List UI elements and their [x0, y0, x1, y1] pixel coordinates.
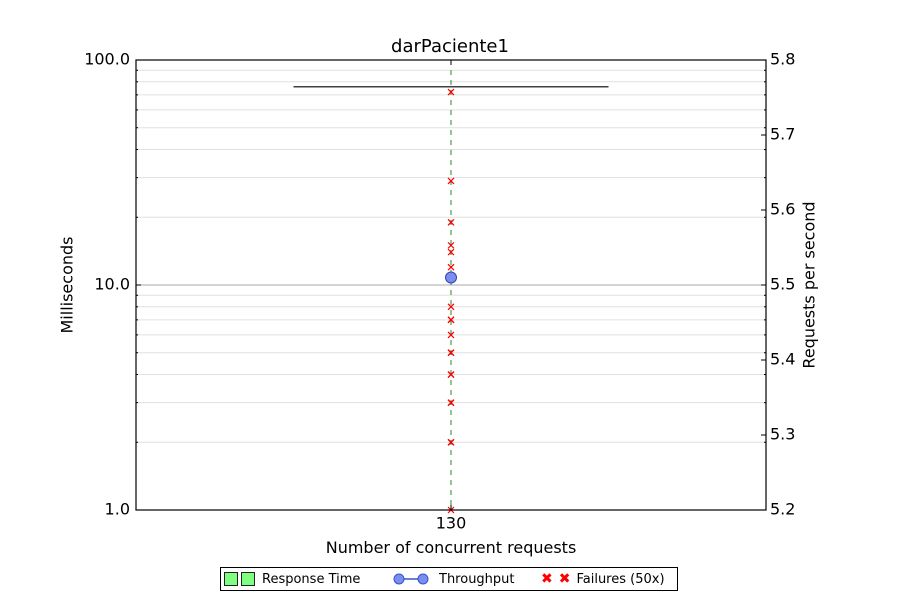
failure-point — [447, 371, 455, 378]
response-time-swatch-icon — [224, 572, 238, 586]
legend-label-failures: Failures (50x) — [576, 571, 665, 587]
y-right-tick-label: 5.8 — [770, 50, 795, 69]
failure-x-stroke — [447, 349, 455, 357]
y-axis-right-label: Requests per second — [799, 201, 819, 369]
failure-x-stroke — [447, 316, 455, 324]
failure-x-stroke — [447, 218, 455, 226]
chart-title: darPaciente1 — [391, 36, 509, 57]
failure-point — [447, 177, 455, 185]
legend: Response Time Throughput ✖ ✖ Failures (5… — [220, 567, 678, 591]
failure-point — [447, 303, 455, 311]
y-left-tick-label: 100.0 — [84, 50, 130, 69]
y-left-tick-label: 10.0 — [94, 275, 130, 294]
failure-point — [447, 263, 455, 271]
y-right-tick-label: 5.3 — [770, 425, 795, 444]
failure-x-stroke — [447, 399, 455, 407]
failure-x-stroke — [447, 241, 455, 249]
failure-x-stroke — [447, 438, 455, 446]
x-tick-label: 130 — [436, 514, 467, 533]
failure-point — [447, 88, 455, 96]
y-right-tick-label: 5.6 — [770, 200, 795, 219]
y-right-tick-label: 5.5 — [770, 275, 795, 294]
failure-point — [447, 248, 455, 256]
failure-x-stroke — [447, 88, 455, 96]
y-right-tick-label: 5.2 — [770, 500, 795, 519]
y-right-tick-label: 5.4 — [770, 350, 795, 369]
failure-x-stroke — [447, 248, 455, 256]
legend-item-throughput: Throughput — [393, 568, 515, 590]
failure-x-stroke — [447, 371, 455, 378]
data-marks — [293, 60, 609, 514]
failure-marker-icon: ✖ — [558, 571, 571, 587]
throughput-point — [445, 271, 457, 284]
failure-x-stroke — [447, 303, 455, 311]
x-axis-label: Number of concurrent requests — [325, 538, 577, 557]
legend-item-response-time: Response Time — [224, 568, 360, 590]
legend-label-throughput: Throughput — [439, 571, 515, 587]
legend-item-failures: ✖ ✖ Failures (50x) — [541, 568, 665, 590]
failure-x-stroke — [447, 177, 455, 185]
failure-marker-icon: ✖ — [541, 571, 553, 587]
y-left-tick-label: 1.0 — [105, 500, 130, 519]
response-time-swatch-icon — [241, 572, 255, 586]
failure-x-stroke — [447, 331, 455, 339]
failure-x-stroke — [447, 263, 455, 271]
failure-point — [447, 241, 455, 249]
y-right-tick-label: 5.7 — [770, 125, 795, 144]
failure-point — [447, 349, 455, 357]
axis-ticks: 1.0 10.0 100.0 5.2 5.3 5.4 5.5 5.6 5.7 5.8 130 — [84, 50, 795, 533]
throughput-marker-icon — [393, 573, 429, 585]
failure-point — [447, 331, 455, 339]
y-axis-left-label: Milliseconds — [57, 236, 77, 334]
legend-label-response-time: Response Time — [262, 571, 361, 587]
failure-point — [447, 316, 455, 324]
failure-point — [447, 399, 455, 407]
failure-point — [447, 438, 455, 446]
failure-point — [447, 218, 455, 226]
